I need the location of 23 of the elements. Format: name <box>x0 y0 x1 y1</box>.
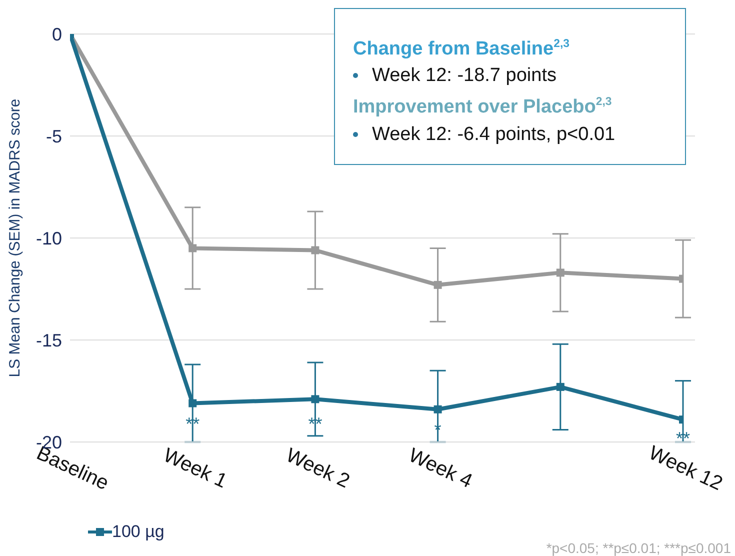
legend-label: 100 µg <box>112 522 164 542</box>
point <box>188 244 197 252</box>
point <box>188 399 197 408</box>
y-tick-label: 0 <box>52 24 62 44</box>
point <box>434 405 442 414</box>
annotation: Change from Baseline$^{2,3}$ <box>353 38 570 60</box>
annotation: Week 12: -6.4 points, p<0.01 <box>372 124 616 145</box>
text: *p<0.05; **p≤0.01; ***p≤0.001 <box>546 540 731 556</box>
point <box>311 395 320 404</box>
x-tick-label: Week 2 <box>282 444 353 493</box>
y-tick-label: -15 <box>36 330 62 350</box>
point <box>311 246 320 254</box>
x-tick-label: Week 12 <box>645 442 726 496</box>
y-axis-title: LS Mean Change (SEM) in MADRS score <box>6 98 24 378</box>
point <box>556 268 564 277</box>
annotation: Improvement over Placebo$^{2,3}$ <box>353 96 612 118</box>
point <box>434 280 442 289</box>
y-tick-label: -10 <box>36 228 62 248</box>
x-tick-label: Week 1 <box>160 444 230 493</box>
annotation: Week 12: -18.7 points <box>372 65 556 86</box>
x-tick-label: Week 4 <box>405 444 476 493</box>
y-tick-label: -5 <box>46 126 62 146</box>
point <box>556 382 564 391</box>
